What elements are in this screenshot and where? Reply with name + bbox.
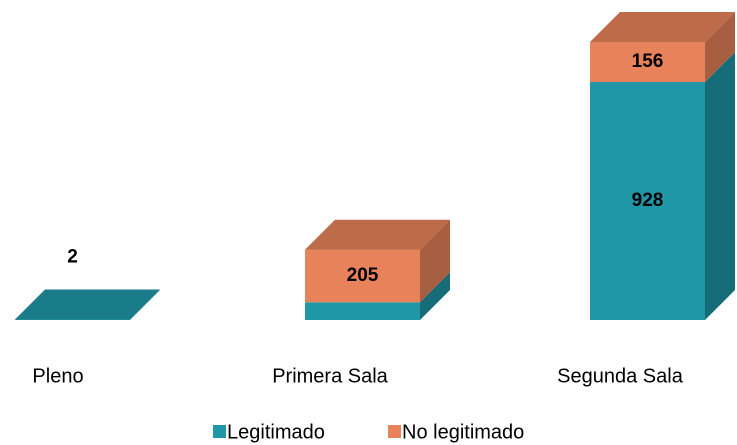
bar-segment (305, 272, 450, 320)
bar-front (305, 249, 420, 303)
bar-segment (590, 12, 735, 83)
bar-side (420, 272, 450, 320)
data-label: 205 (347, 265, 379, 286)
bar-front (15, 319, 130, 320)
x-tick-label: Primera Sala (272, 365, 388, 387)
x-tick-label: Pleno (32, 365, 83, 387)
bar-side (705, 52, 735, 320)
bar-side (130, 289, 160, 320)
legend-label: No legitimado (402, 421, 524, 443)
bar-front (590, 42, 705, 83)
x-tick-label: Segunda Sala (557, 365, 684, 387)
bar-front (305, 302, 420, 320)
bar-top (590, 12, 735, 42)
bar-side (705, 12, 735, 83)
data-label: 156 (632, 51, 664, 72)
bar-top (15, 289, 160, 320)
bar-top (305, 219, 450, 250)
bar-front (590, 82, 705, 320)
legend-label: Legitimado (227, 421, 325, 443)
legend-swatch (213, 425, 226, 438)
data-label: 928 (632, 190, 664, 211)
bar-segment (15, 289, 160, 320)
bar-side (420, 219, 450, 303)
bar-segment (590, 52, 735, 320)
legend-swatch (388, 425, 401, 438)
data-label: 2 (67, 247, 78, 268)
bar-segment (305, 219, 450, 303)
